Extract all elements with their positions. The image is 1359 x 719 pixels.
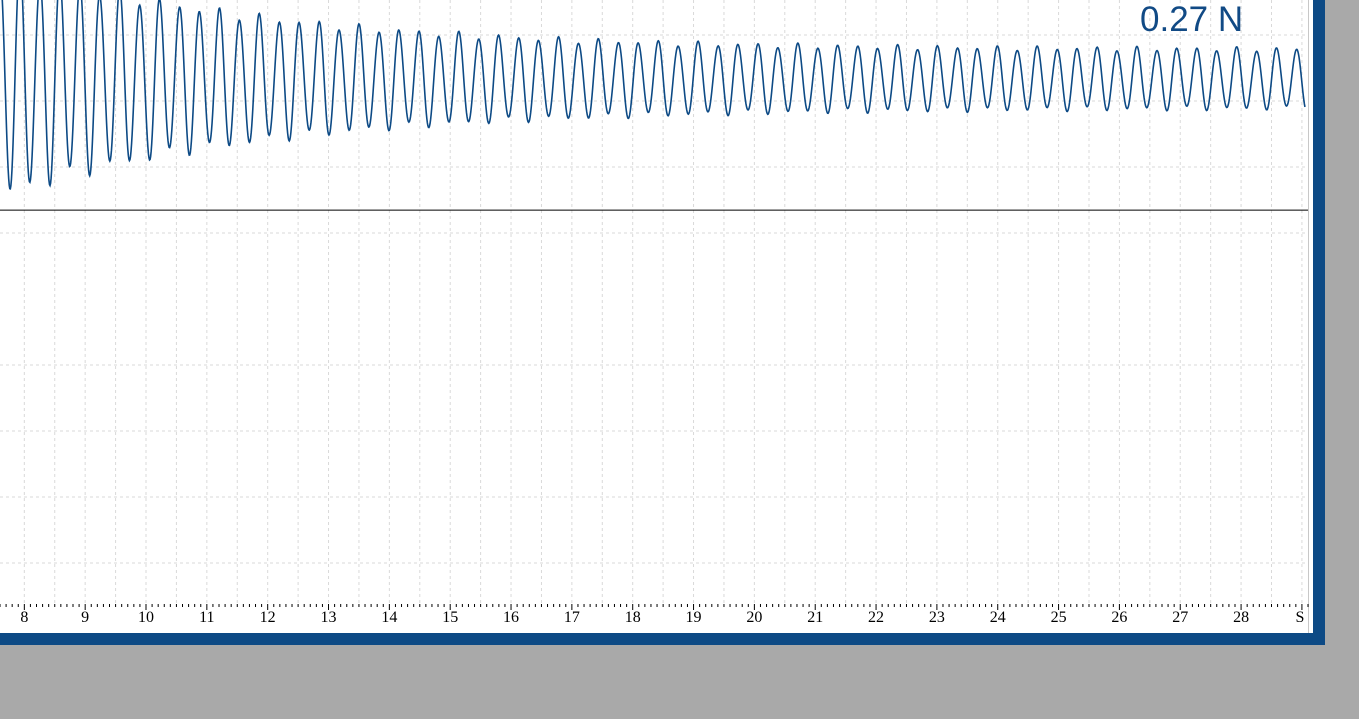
x-tick-label: 27: [1172, 609, 1188, 626]
force-trace: [1, 0, 1306, 190]
x-tick-label: 17: [564, 609, 580, 626]
force-chart: 8 9 10 11 12 13 14 15 16 17 18 19 20 21 22 23 24 25 26 27 28…: [0, 0, 1309, 633]
x-axis-unit-label: S: [1296, 609, 1305, 626]
x-tick-label: 19: [686, 609, 702, 626]
x-tick-label: 23: [929, 609, 945, 626]
x-tick-label: 10: [138, 609, 154, 626]
x-tick-label: 22: [868, 609, 884, 626]
x-tick-label: 25: [1051, 609, 1067, 626]
x-tick-label: 26: [1111, 609, 1127, 626]
x-tick-label: 8: [20, 609, 28, 626]
x-tick-label: 16: [503, 609, 519, 626]
x-tick-label: 24: [990, 609, 1006, 626]
x-tick-label: 9: [81, 609, 89, 626]
x-tick-label: 12: [260, 609, 276, 626]
x-tick-label: 20: [746, 609, 762, 626]
x-tick-label: 18: [625, 609, 641, 626]
plot-panel: 8 9 10 11 12 13 14 15 16 17 18 19 20 21 22 23 24 25 26 27 28…: [0, 0, 1313, 633]
force-readout: 0.27 N: [1140, 0, 1244, 39]
x-tick-label: 28: [1233, 609, 1249, 626]
x-tick-label: 21: [807, 609, 823, 626]
x-tick-label: 14: [381, 609, 397, 626]
x-tick-label: 15: [442, 609, 458, 626]
x-tick-label: 11: [199, 609, 214, 626]
x-tick-label: 13: [321, 609, 337, 626]
